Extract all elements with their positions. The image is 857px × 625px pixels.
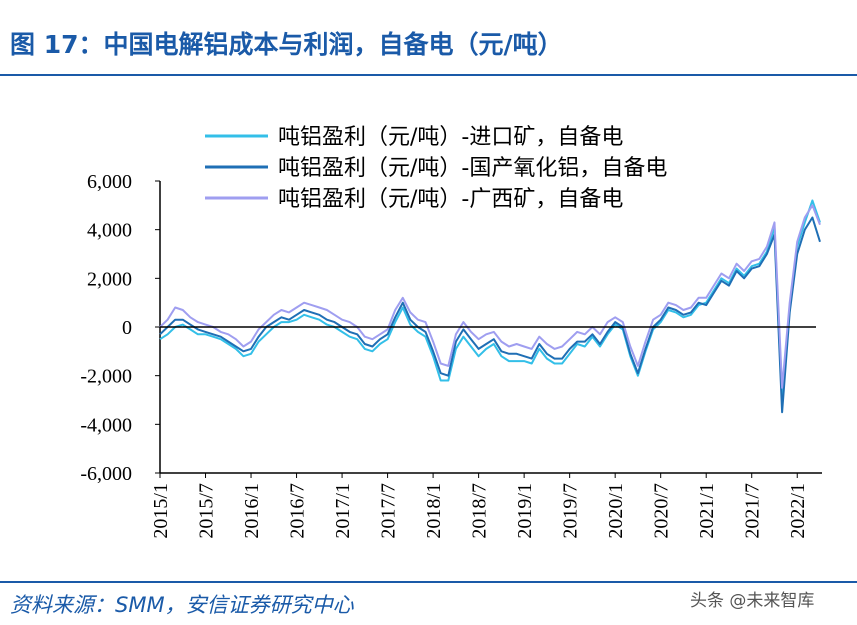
y-tick-label: 2,000 [87,268,132,290]
x-tick-label: 2015/1 [150,483,172,539]
x-tick-label: 2016/1 [241,483,263,539]
y-tick-label: -2,000 [80,366,132,388]
legend-label: 吨铝盈利（元/吨）-进口矿，自备电 [278,125,623,150]
y-tick-label: 4,000 [87,220,132,242]
series-line [159,216,821,414]
x-tick-label: 2015/7 [196,483,218,539]
y-tick-label: -6,000 [80,463,132,485]
series-line [159,204,821,389]
legend-label: 吨铝盈利（元/吨）-国产氧化铝，自备电 [278,156,667,181]
watermark: 头条 @未来智库 [690,591,814,611]
chart-title: 图 17：中国电解铝成本与利润，自备电（元/吨） [10,30,563,59]
x-tick-label: 2019/7 [560,483,582,539]
x-tick-label: 2016/7 [287,483,309,539]
x-tick-label: 2020/1 [605,483,627,539]
x-tick-label: 2019/1 [514,483,536,539]
y-tick-label: -4,000 [80,414,132,436]
y-tick-label: 0 [122,317,132,339]
x-tick-label: 2022/1 [787,483,809,539]
x-tick-label: 2021/1 [696,483,718,539]
source: 资料来源：SMM，安信证券研究中心 [10,593,355,617]
x-tick-label: 2020/7 [651,483,673,539]
series-line [159,199,821,401]
x-tick-label: 2021/7 [742,483,764,539]
x-tick-label: 2017/1 [332,483,354,539]
y-tick-label: 6,000 [87,171,132,193]
x-tick-label: 2018/7 [469,483,491,539]
x-tick-label: 2018/1 [423,483,445,539]
legend-label: 吨铝盈利（元/吨）-广西矿，自备电 [278,187,623,212]
x-tick-label: 2017/7 [378,483,400,539]
